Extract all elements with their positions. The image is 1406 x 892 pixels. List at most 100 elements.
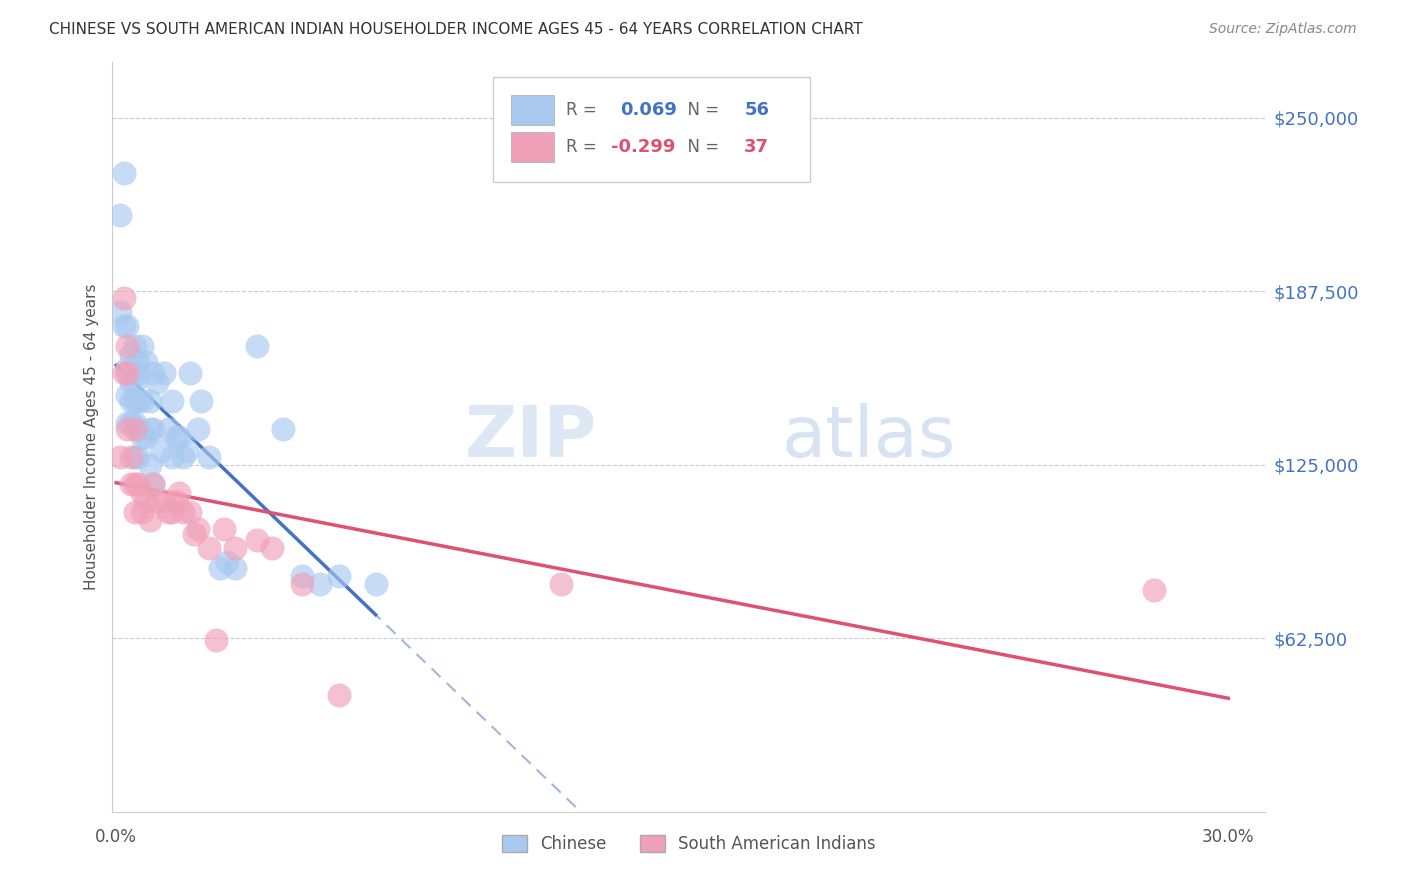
Point: [224, 541, 246, 555]
Point: [131, 505, 153, 519]
Point: [165, 430, 187, 444]
Text: 56: 56: [744, 101, 769, 119]
Text: Source: ZipAtlas.com: Source: ZipAtlas.com: [1209, 22, 1357, 37]
Point: [117, 416, 139, 430]
Text: atlas: atlas: [782, 402, 956, 472]
Point: [120, 394, 142, 409]
Point: [120, 347, 142, 361]
Point: [124, 394, 146, 409]
Point: [135, 430, 157, 444]
Point: [112, 319, 135, 334]
Point: [224, 560, 246, 574]
Point: [138, 513, 160, 527]
Point: [120, 416, 142, 430]
Point: [172, 450, 194, 464]
Point: [124, 416, 146, 430]
Point: [108, 450, 131, 464]
Point: [127, 422, 149, 436]
Point: [112, 366, 135, 380]
Point: [187, 522, 209, 536]
Point: [290, 577, 312, 591]
Point: [127, 366, 149, 380]
Point: [165, 494, 187, 508]
Point: [112, 166, 135, 180]
FancyBboxPatch shape: [512, 95, 554, 125]
Point: [124, 450, 146, 464]
Point: [138, 394, 160, 409]
Point: [167, 485, 190, 500]
Text: N =: N =: [678, 138, 724, 156]
Point: [160, 505, 183, 519]
Point: [217, 555, 239, 569]
Text: ZIP: ZIP: [464, 402, 596, 472]
Point: [364, 577, 387, 591]
Point: [172, 505, 194, 519]
Point: [271, 422, 294, 436]
Point: [142, 366, 165, 380]
Point: [112, 291, 135, 305]
Point: [198, 450, 221, 464]
Point: [127, 394, 149, 409]
Point: [135, 494, 157, 508]
Point: [120, 477, 142, 491]
Point: [149, 444, 172, 458]
Point: [120, 375, 142, 389]
Point: [179, 366, 201, 380]
Point: [309, 577, 332, 591]
Point: [179, 505, 201, 519]
Point: [183, 527, 205, 541]
Point: [108, 208, 131, 222]
Text: R =: R =: [565, 101, 602, 119]
Point: [117, 338, 139, 352]
Point: [120, 450, 142, 464]
Point: [550, 577, 572, 591]
Point: [131, 485, 153, 500]
Point: [142, 422, 165, 436]
Point: [142, 477, 165, 491]
Point: [127, 450, 149, 464]
Point: [198, 541, 221, 555]
Point: [124, 375, 146, 389]
Point: [117, 360, 139, 375]
Point: [1143, 582, 1166, 597]
Y-axis label: Householder Income Ages 45 - 64 years: Householder Income Ages 45 - 64 years: [83, 284, 98, 591]
Point: [190, 394, 212, 409]
Point: [246, 338, 269, 352]
Point: [205, 632, 228, 647]
Point: [153, 494, 176, 508]
Point: [131, 338, 153, 352]
Point: [187, 422, 209, 436]
Point: [124, 422, 146, 436]
Point: [212, 522, 235, 536]
Point: [167, 430, 190, 444]
Point: [328, 688, 350, 702]
Point: [117, 388, 139, 402]
Point: [176, 444, 198, 458]
Point: [124, 505, 146, 519]
Point: [208, 560, 231, 574]
Point: [157, 422, 180, 436]
Text: 0.069: 0.069: [620, 101, 676, 119]
Text: CHINESE VS SOUTH AMERICAN INDIAN HOUSEHOLDER INCOME AGES 45 - 64 YEARS CORRELATI: CHINESE VS SOUTH AMERICAN INDIAN HOUSEHO…: [49, 22, 863, 37]
Point: [146, 494, 169, 508]
Point: [153, 366, 176, 380]
Point: [290, 569, 312, 583]
Point: [138, 422, 160, 436]
Point: [135, 355, 157, 369]
Point: [246, 533, 269, 547]
Point: [117, 319, 139, 334]
Legend: Chinese, South American Indians: Chinese, South American Indians: [495, 828, 883, 860]
Text: -0.299: -0.299: [610, 138, 675, 156]
Point: [108, 305, 131, 319]
Text: N =: N =: [678, 101, 724, 119]
Point: [328, 569, 350, 583]
Point: [146, 375, 169, 389]
Point: [117, 366, 139, 380]
Point: [131, 430, 153, 444]
Point: [157, 505, 180, 519]
FancyBboxPatch shape: [512, 132, 554, 162]
FancyBboxPatch shape: [494, 78, 810, 182]
Point: [260, 541, 283, 555]
Point: [142, 477, 165, 491]
Point: [124, 477, 146, 491]
